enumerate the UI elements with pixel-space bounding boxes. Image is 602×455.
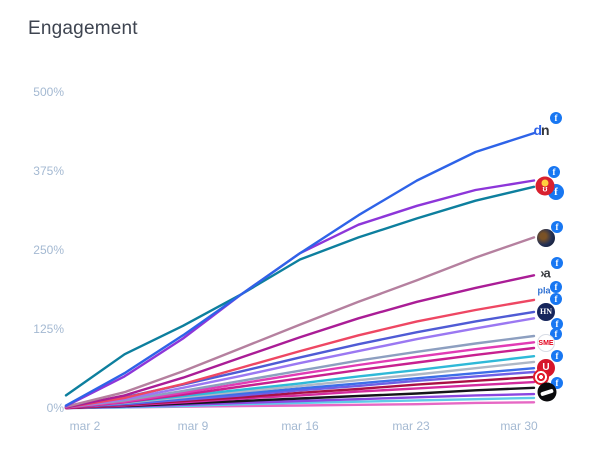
x-tick-label-mar-9: mar 9 [177, 419, 209, 433]
y-tick-label-250: 250% [33, 243, 64, 257]
y-tick-label-500: 500% [33, 85, 64, 99]
x-tick-label-mar-16: mar 16 [281, 419, 319, 433]
y-tick-label-0: 0% [46, 401, 64, 415]
series-line-bulb-red[interactable] [64, 179, 536, 408]
x-tick-label-mar-2: mar 2 [69, 419, 101, 433]
facebook-badge-10-icon[interactable]: f [551, 350, 563, 362]
page-title: Engagement [28, 18, 138, 39]
x-tick-label-mar-30: mar 30 [500, 419, 538, 433]
swoosh-logo-icon[interactable] [537, 382, 557, 402]
facebook-badge-1-icon[interactable]: f [550, 112, 562, 124]
arrow-a-logo-icon[interactable]: ›a [540, 265, 551, 281]
series-line-dark-avatar[interactable] [64, 236, 536, 408]
y-tick-label-125: 125% [33, 322, 64, 336]
series-line-dn[interactable] [64, 131, 536, 407]
series-line-slate[interactable] [64, 334, 536, 409]
facebook-badge-7-icon[interactable]: f [550, 293, 562, 305]
series-line-teal[interactable] [64, 185, 536, 397]
facebook-badge-8-icon[interactable]: f [551, 318, 563, 330]
series-line-SME[interactable] [64, 341, 536, 409]
target-logo-icon[interactable] [533, 369, 549, 385]
pla-logo-icon[interactable]: pla [537, 285, 551, 296]
facebook-badge-5-icon[interactable]: f [551, 257, 563, 269]
x-tick-label-mar-23: mar 23 [392, 419, 430, 433]
y-tick-label-375: 375% [33, 164, 64, 178]
facebook-badge-6-icon[interactable]: f [550, 281, 562, 293]
dark-avatar-logo-icon[interactable] [537, 229, 555, 247]
facebook-badge-3-icon[interactable]: f [548, 166, 560, 178]
bulb-logo-icon[interactable]: ʊ [535, 176, 555, 196]
series-line-light-purple[interactable] [64, 317, 536, 409]
facebook-badge-4-icon[interactable]: f [551, 221, 563, 233]
sme-logo-icon[interactable]: SME [537, 334, 555, 352]
series-line-arrow-a[interactable] [64, 274, 536, 409]
series-line-red-pink[interactable] [64, 298, 536, 409]
hn-logo-icon[interactable]: HN [537, 303, 555, 321]
